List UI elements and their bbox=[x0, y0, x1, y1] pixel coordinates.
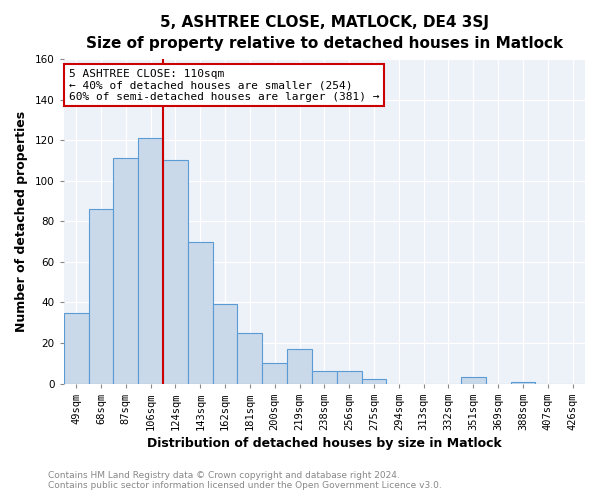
Bar bbox=[188, 242, 212, 384]
Bar bbox=[113, 158, 138, 384]
Bar bbox=[461, 378, 486, 384]
Bar bbox=[64, 312, 89, 384]
X-axis label: Distribution of detached houses by size in Matlock: Distribution of detached houses by size … bbox=[147, 437, 502, 450]
Bar bbox=[312, 372, 337, 384]
Text: Contains HM Land Registry data © Crown copyright and database right 2024.
Contai: Contains HM Land Registry data © Crown c… bbox=[48, 470, 442, 490]
Title: 5, ASHTREE CLOSE, MATLOCK, DE4 3SJ
Size of property relative to detached houses : 5, ASHTREE CLOSE, MATLOCK, DE4 3SJ Size … bbox=[86, 15, 563, 51]
Bar bbox=[163, 160, 188, 384]
Bar bbox=[262, 364, 287, 384]
Bar bbox=[89, 209, 113, 384]
Bar bbox=[287, 349, 312, 384]
Bar bbox=[337, 372, 362, 384]
Bar bbox=[362, 380, 386, 384]
Bar bbox=[511, 382, 535, 384]
Y-axis label: Number of detached properties: Number of detached properties bbox=[15, 111, 28, 332]
Text: 5 ASHTREE CLOSE: 110sqm
← 40% of detached houses are smaller (254)
60% of semi-d: 5 ASHTREE CLOSE: 110sqm ← 40% of detache… bbox=[69, 69, 379, 102]
Bar bbox=[212, 304, 238, 384]
Bar bbox=[138, 138, 163, 384]
Bar bbox=[238, 333, 262, 384]
